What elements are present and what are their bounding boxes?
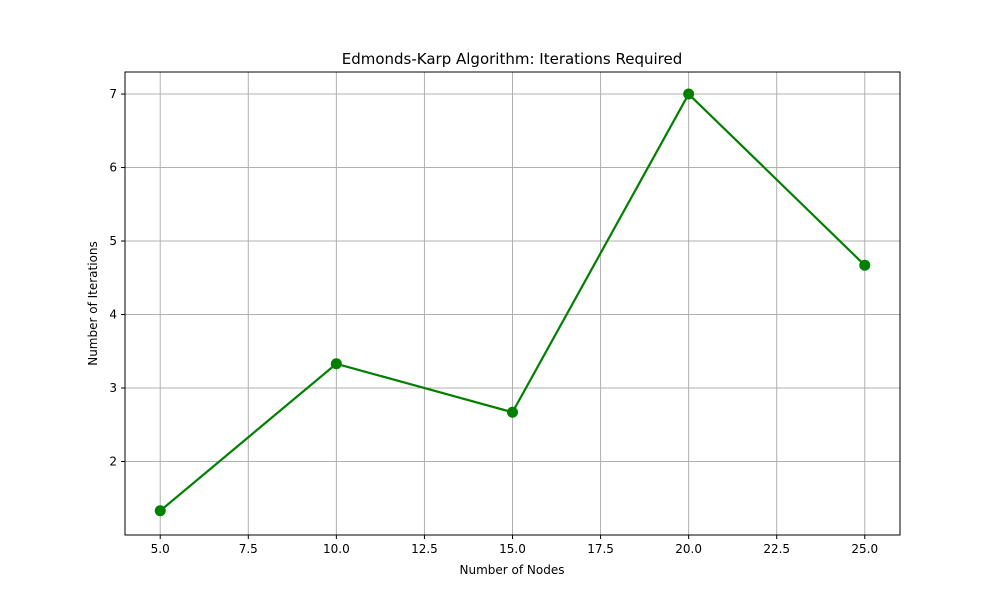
x-tick-label: 22.5: [763, 542, 790, 556]
x-tick-label: 20.0: [675, 542, 702, 556]
x-tick-label: 12.5: [411, 542, 438, 556]
x-tick-label: 10.0: [323, 542, 350, 556]
data-point: [507, 406, 518, 418]
x-tick-label: 25.0: [851, 542, 878, 556]
x-tick-label: 5.0: [151, 542, 170, 556]
chart-title: Edmonds-Karp Algorithm: Iterations Requi…: [342, 50, 683, 68]
y-tick-label: 2: [109, 455, 117, 469]
y-tick-label: 4: [109, 308, 117, 322]
y-axis-ticks: 2 3 4 5 6 7: [109, 87, 125, 469]
y-tick-label: 5: [109, 234, 117, 248]
y-tick-label: 7: [109, 87, 117, 101]
data-point: [859, 259, 871, 271]
data-point: [330, 358, 342, 370]
y-axis-label: Number of Iterations: [86, 241, 100, 366]
x-tick-label: 15.0: [499, 542, 526, 556]
x-tick-label: 7.5: [239, 542, 258, 556]
y-tick-label: 3: [109, 381, 117, 395]
data-point: [683, 88, 695, 100]
data-point: [154, 505, 166, 517]
x-axis-label: Number of Nodes: [460, 563, 565, 577]
x-axis-ticks: 5.0 7.5 10.0 12.5 15.0 17.5 20.0 22.5 25.0: [151, 535, 878, 556]
grid: [125, 72, 900, 535]
x-tick-label: 17.5: [587, 542, 614, 556]
series-layer: [154, 88, 871, 517]
y-tick-label: 6: [109, 161, 117, 175]
